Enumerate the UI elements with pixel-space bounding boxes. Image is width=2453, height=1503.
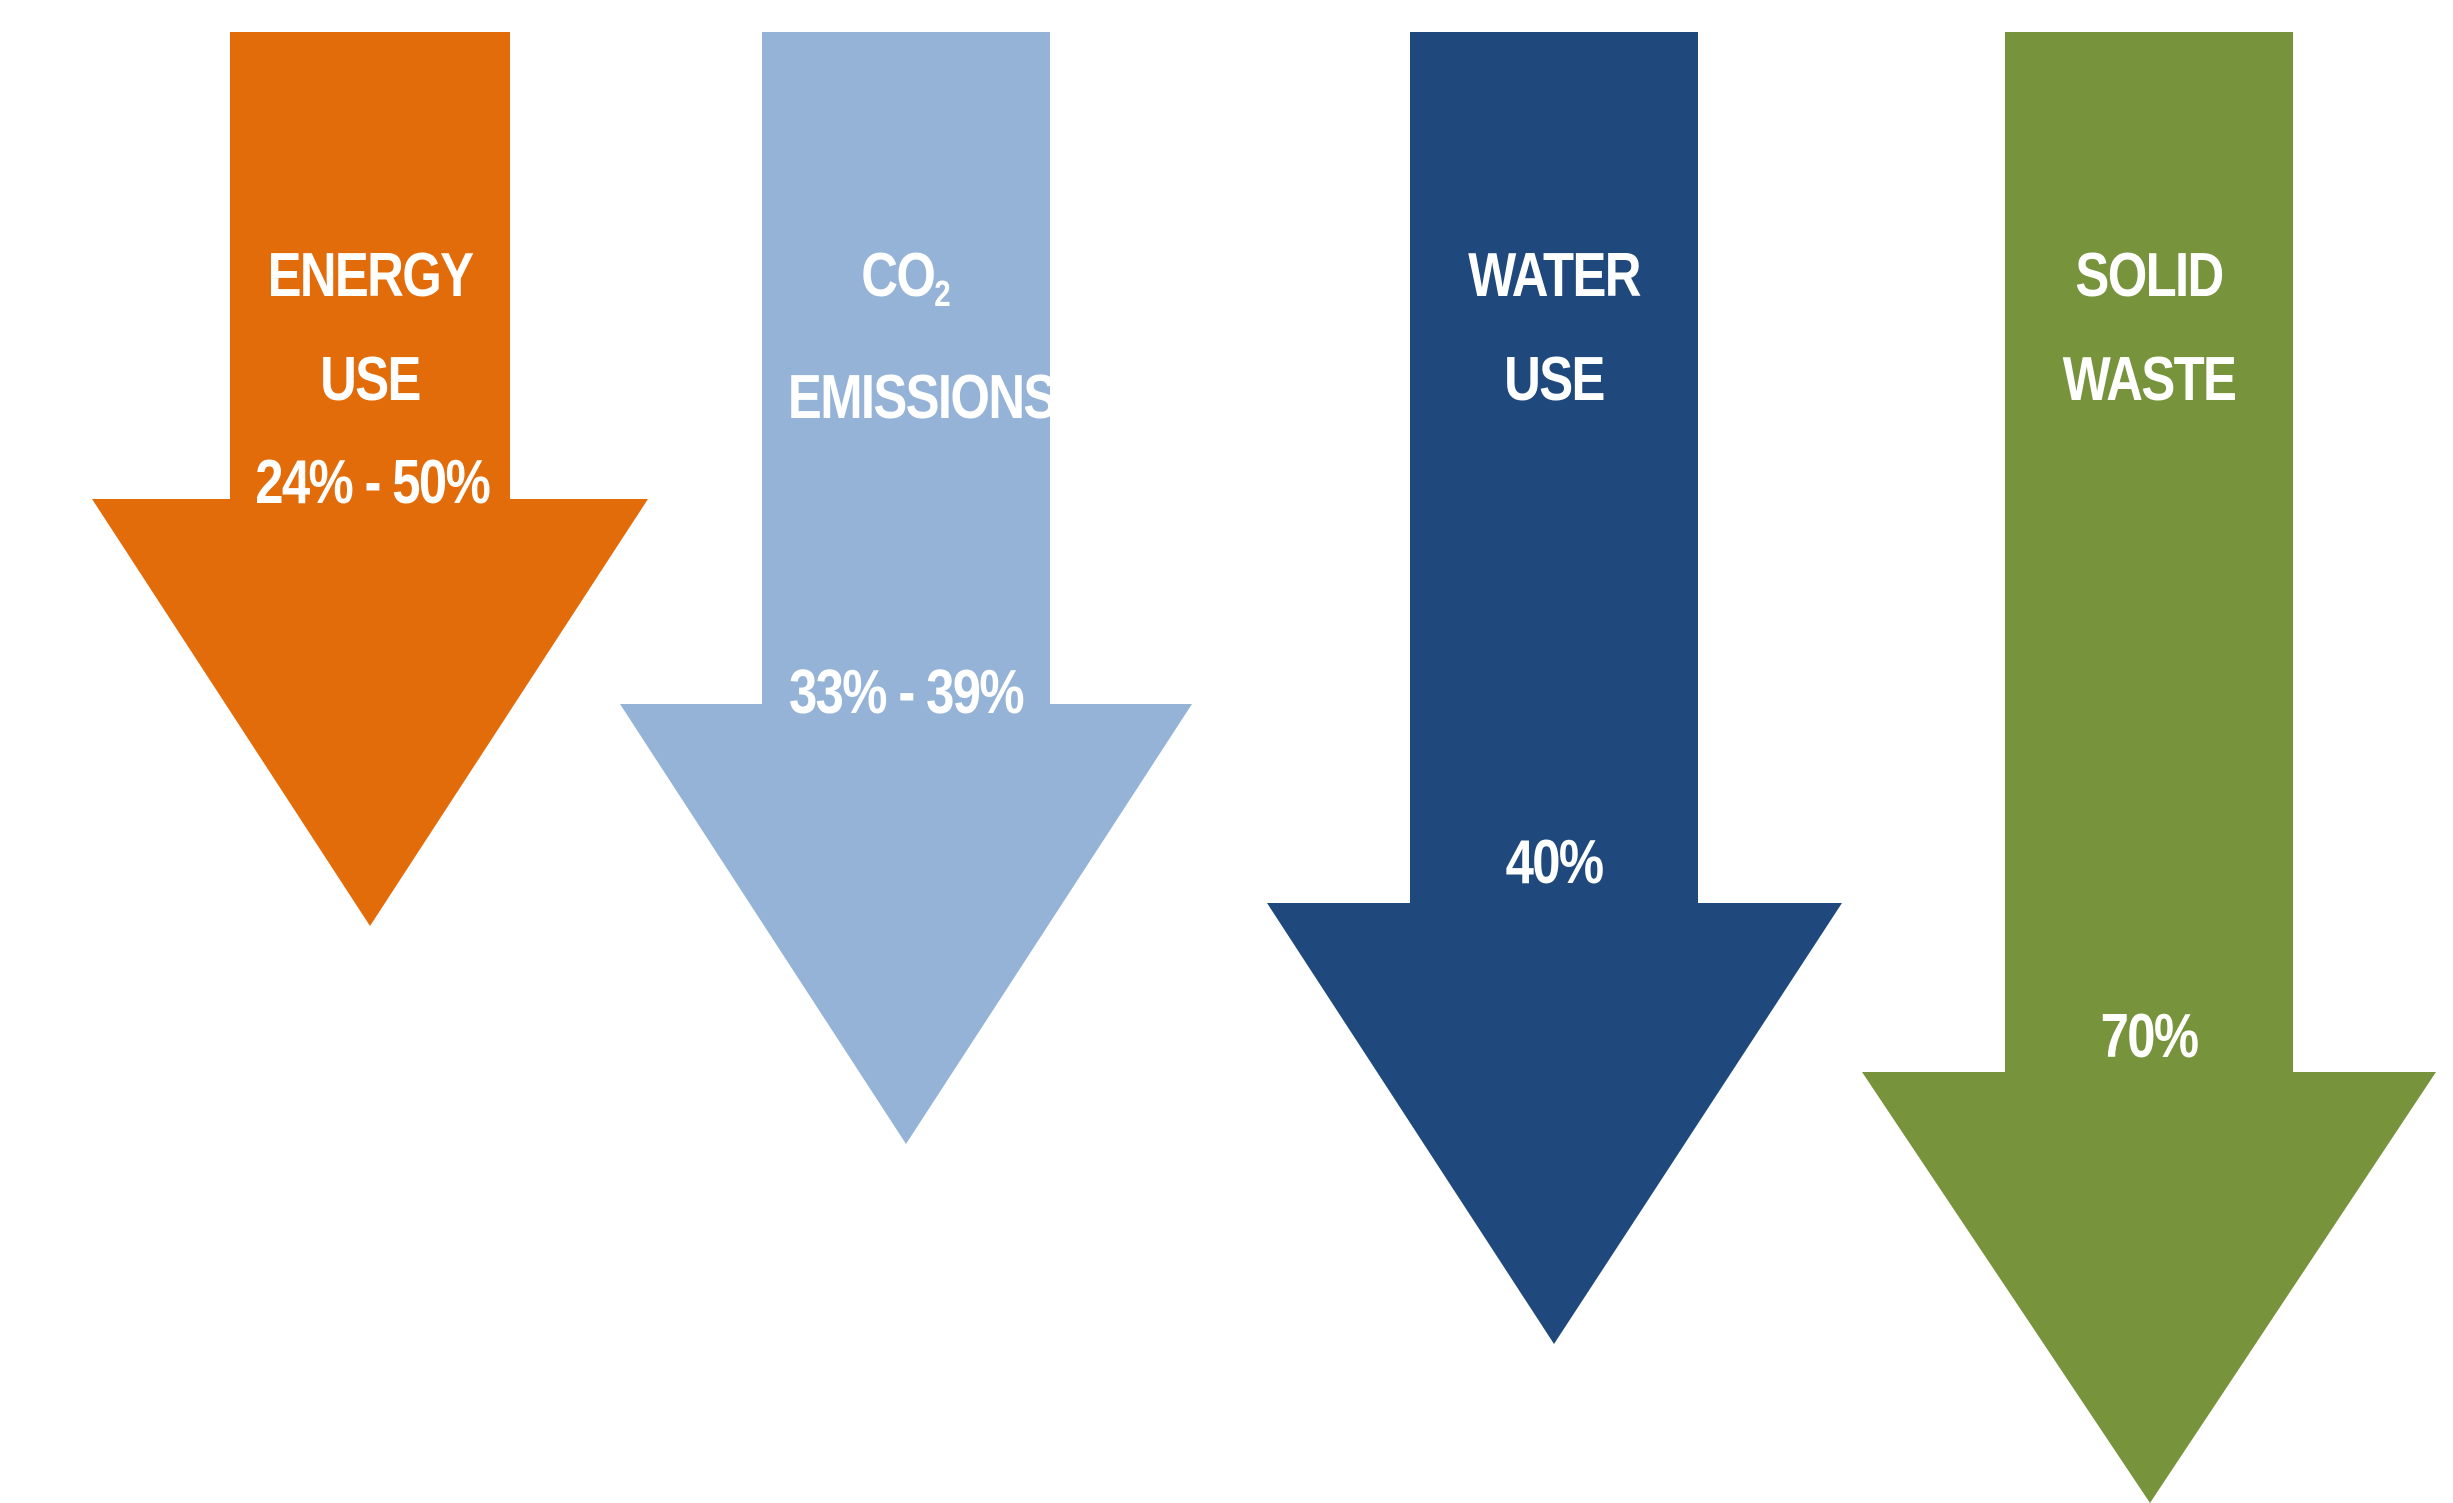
co2-emissions-value: 33% - 39% (789, 658, 1025, 727)
waste-arrow (1862, 32, 2436, 1503)
solid-waste-value: 70% (2100, 1002, 2199, 1071)
solid-waste-label: SOLID WASTE (2031, 224, 2267, 432)
water-use-label: WATER USE (1436, 224, 1672, 432)
co2-arrow (620, 32, 1192, 1144)
energy-label-line-2: USE (320, 345, 421, 414)
water-label-line-2: USE (1504, 345, 1605, 414)
energy-use-value: 24% - 50% (255, 448, 491, 517)
energy-use-label: ENERGY USE (255, 224, 485, 432)
energy-arrow (92, 32, 648, 926)
co2-emissions-label: CO2 EMISSIONS (787, 224, 1057, 450)
co2-label-line-1: CO2 (788, 224, 1024, 346)
water-arrow (1267, 32, 1842, 1344)
waste-label-line-1: SOLID (2075, 241, 2224, 310)
co2-label-line-2: EMISSIONS (787, 363, 1057, 432)
co2-label-subscript: 2 (934, 273, 951, 314)
waste-label-line-2: WASTE (2062, 345, 2237, 414)
water-label-line-1: WATER (1468, 241, 1641, 310)
co2-label-main: CO (861, 241, 936, 310)
energy-label-line-1: ENERGY (267, 241, 475, 310)
water-use-value: 40% (1505, 828, 1604, 897)
